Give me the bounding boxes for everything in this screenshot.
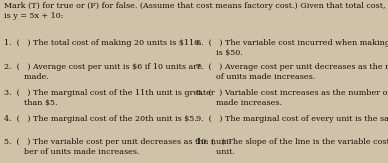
Text: 4.  (   ) The marginal cost of the 20th unit is $5.: 4. ( ) The marginal cost of the 20th uni…	[4, 115, 197, 123]
Text: 5.  (   ) The variable cost per unit decreases as the num-
        ber of units : 5. ( ) The variable cost per unit decrea…	[4, 138, 232, 156]
Text: 9.  (   ) The marginal cost of every unit is the same.: 9. ( ) The marginal cost of every unit i…	[196, 115, 388, 123]
Text: 8.  (   ) Variable cost increases as the number of units
        made increases.: 8. ( ) Variable cost increases as the nu…	[196, 89, 388, 107]
Text: 2.  (   ) Average cost per unit is $6 if 10 units are
        made.: 2. ( ) Average cost per unit is $6 if 10…	[4, 63, 202, 81]
Text: Mark (T) for true or (F) for false. (Assume that cost means factory cost.) Given: Mark (T) for true or (F) for false. (Ass…	[4, 2, 388, 20]
Text: 7.  (   ) Average cost per unit decreases as the number
        of units made in: 7. ( ) Average cost per unit decreases a…	[196, 63, 388, 81]
Text: 3.  (   ) The marginal cost of the 11th unit is greater
        than $5.: 3. ( ) The marginal cost of the 11th uni…	[4, 89, 215, 107]
Text: 1.  (   ) The total cost of making 20 units is $110.: 1. ( ) The total cost of making 20 units…	[4, 39, 201, 47]
Text: 6.  (   ) The variable cost incurred when making 10 items
        is $50.: 6. ( ) The variable cost incurred when m…	[196, 39, 388, 57]
Text: 10. (   ) The slope of the line is the variable cost per
        unit.: 10. ( ) The slope of the line is the var…	[196, 138, 388, 156]
